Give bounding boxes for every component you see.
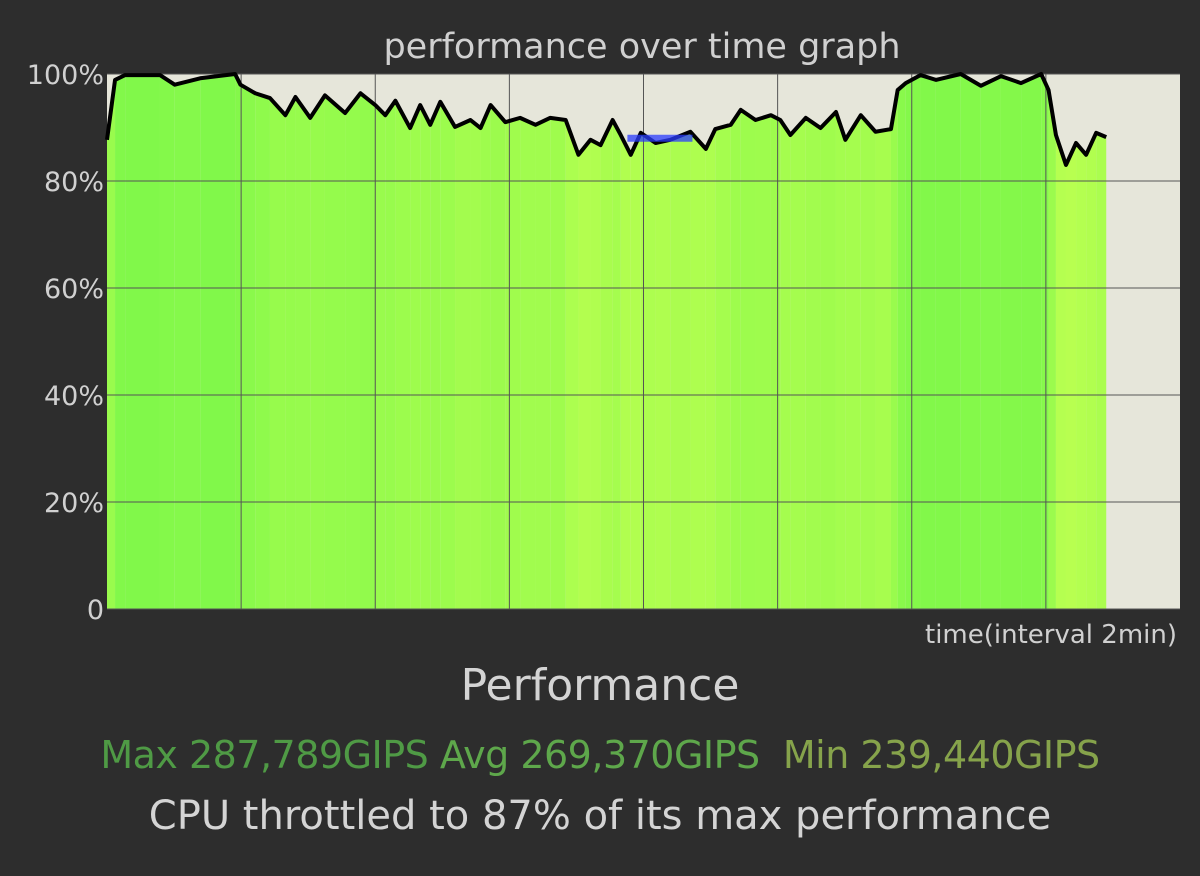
y-tick-label: 80% bbox=[44, 167, 104, 198]
performance-fill-segment bbox=[620, 134, 631, 610]
performance-fill-segment bbox=[295, 97, 311, 609]
performance-fill-segment bbox=[805, 117, 821, 610]
performance-fill-segment bbox=[845, 115, 861, 609]
performance-fill-segment bbox=[920, 75, 936, 609]
performance-fill-segment bbox=[200, 74, 236, 609]
performance-fill-segment bbox=[490, 105, 506, 609]
throttle-summary: CPU throttled to 87% of its max performa… bbox=[148, 793, 1052, 839]
performance-fill-segment bbox=[385, 100, 396, 609]
chart-title: performance over time graph bbox=[383, 27, 900, 67]
performance-fill-segment bbox=[578, 139, 591, 609]
performance-fill-segment bbox=[655, 139, 671, 609]
performance-fill-segment bbox=[730, 109, 741, 609]
avg-performance: Avg 269,370GIPS bbox=[439, 733, 760, 777]
y-tick-label: 60% bbox=[44, 274, 104, 305]
performance-fill-segment bbox=[360, 93, 376, 609]
performance-fill-segment bbox=[565, 120, 579, 609]
performance-fill-segment bbox=[980, 76, 1001, 609]
performance-fill-segment bbox=[715, 124, 731, 609]
performance-fill-segment bbox=[960, 74, 981, 609]
performance-fill-segment bbox=[440, 101, 456, 609]
performance-fill-segment bbox=[1076, 143, 1087, 609]
performance-fill-segment bbox=[535, 117, 551, 610]
performance-fill-segment bbox=[835, 111, 846, 610]
performance-fill-segment bbox=[310, 95, 325, 609]
performance-fill-segment bbox=[935, 74, 961, 609]
performance-fill-segment bbox=[690, 131, 706, 609]
performance-fill-segment bbox=[395, 100, 411, 609]
performance-fill-segment bbox=[890, 90, 898, 610]
performance-fill-segment bbox=[174, 78, 201, 609]
performance-fill-segment bbox=[1096, 132, 1107, 609]
performance-fill-segment bbox=[470, 120, 481, 609]
performance-fill-segment bbox=[125, 75, 160, 609]
max-performance: Max 287,789GIPS bbox=[100, 733, 429, 777]
performance-fill-segment bbox=[240, 84, 256, 609]
performance-fill-segment bbox=[285, 97, 296, 609]
performance-fill-segment bbox=[770, 115, 781, 609]
performance-fill-segment bbox=[1048, 90, 1056, 610]
performance-stats: Max 287,789GIPS Avg 269,370GIPS Min 239,… bbox=[0, 733, 1200, 777]
performance-fill-segment bbox=[255, 93, 270, 609]
y-tick-label: 40% bbox=[44, 381, 104, 412]
x-axis-label: time(interval 2min) bbox=[925, 620, 1177, 650]
performance-fill-segment bbox=[905, 75, 921, 609]
performance-fill-segment bbox=[740, 109, 756, 609]
performance-fill-segment bbox=[897, 83, 906, 610]
performance-fill-segment bbox=[324, 95, 346, 609]
performance-heading: Performance bbox=[460, 660, 740, 711]
performance-fill-segment bbox=[505, 117, 521, 610]
performance-fill-segment bbox=[612, 120, 621, 609]
min-performance: Min 239,440GIPS bbox=[782, 733, 1100, 777]
performance-fill-segment bbox=[107, 79, 116, 609]
performance-fill-segment bbox=[630, 132, 641, 609]
performance-fill-segment bbox=[1065, 143, 1077, 609]
performance-fill-segment bbox=[235, 74, 241, 609]
performance-fill-segment bbox=[670, 131, 691, 609]
performance-fill-segment bbox=[430, 101, 441, 609]
performance-fill-segment bbox=[269, 98, 286, 609]
performance-fill-segment bbox=[420, 105, 431, 609]
performance-fill-segment bbox=[705, 129, 716, 610]
performance-fill-segment bbox=[375, 105, 386, 609]
y-tick-label: 0 bbox=[87, 595, 104, 626]
performance-fill-segment bbox=[600, 120, 613, 609]
performance-fill-segment bbox=[410, 105, 421, 609]
performance-fill-segment bbox=[520, 117, 536, 610]
performance-fill-segment bbox=[755, 115, 771, 609]
performance-fill-segment bbox=[875, 129, 891, 610]
performance-fill-segment bbox=[1000, 76, 1022, 609]
performance-line bbox=[105, 72, 1108, 167]
performance-fill-segment bbox=[590, 139, 601, 609]
performance-fill-segment bbox=[860, 115, 876, 609]
performance-fill-segment bbox=[1055, 134, 1066, 610]
performance-fill-segment bbox=[455, 120, 471, 609]
performance-fill-segment bbox=[820, 111, 836, 610]
performance-fill-segment bbox=[345, 93, 361, 609]
performance-fill-segment bbox=[480, 105, 491, 609]
performance-fill-segment bbox=[780, 120, 791, 609]
performance-fill-segment bbox=[115, 75, 126, 609]
performance-fill-segment bbox=[159, 75, 175, 609]
y-tick-label: 100% bbox=[27, 60, 104, 91]
performance-fill-segment bbox=[1021, 74, 1042, 609]
performance-fill-segment bbox=[550, 117, 566, 610]
performance-fill-segment bbox=[1086, 132, 1097, 609]
y-tick-label: 20% bbox=[44, 488, 104, 519]
performance-fill-segment bbox=[1041, 74, 1049, 609]
performance-fill-segment bbox=[640, 132, 656, 609]
performance-fill-segment bbox=[790, 117, 806, 610]
